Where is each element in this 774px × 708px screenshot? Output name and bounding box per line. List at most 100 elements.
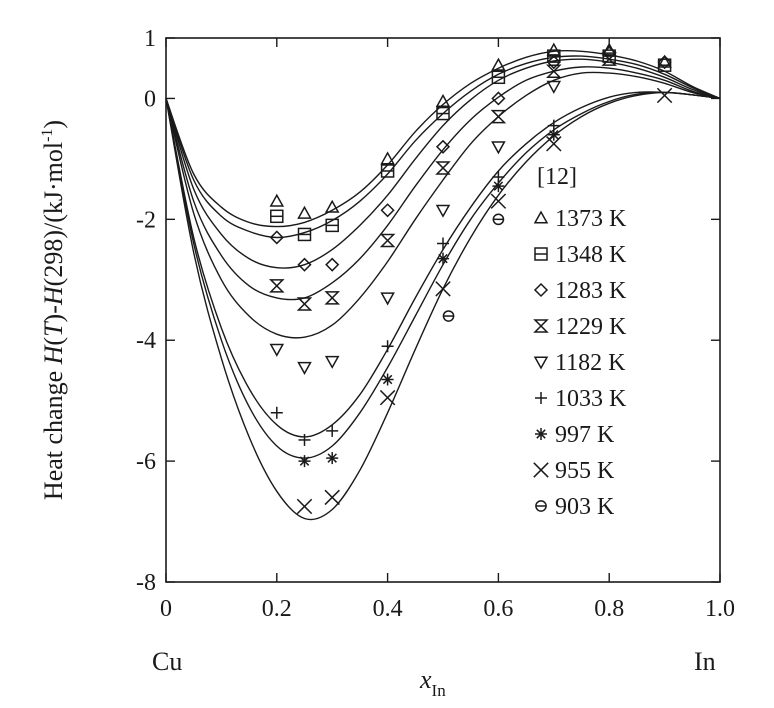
legend-marker-1373-k <box>533 210 549 224</box>
point-1229-k <box>545 64 562 78</box>
point-955-k <box>546 136 562 152</box>
x-axis-label-sub: In <box>432 681 447 700</box>
point-1229-k <box>268 279 285 293</box>
point-1229-k <box>379 233 396 248</box>
legend-marker-1182-k <box>533 356 549 370</box>
series-curves <box>165 50 721 521</box>
legend-entry: 1033 K <box>555 386 627 412</box>
point-1229-k <box>324 291 341 305</box>
point-1283-k <box>380 203 395 218</box>
point-1348-k <box>325 218 339 233</box>
point-1348-k <box>297 227 312 242</box>
point-955-k <box>324 489 340 506</box>
point-955-k <box>656 87 673 104</box>
x-tick-label: 1.0 <box>705 596 735 622</box>
point-1182-k <box>491 141 506 155</box>
point-1373-k <box>380 151 395 165</box>
x-tick-label: 0 <box>160 596 172 622</box>
curve-955-k <box>165 91 721 521</box>
legend-marker-1283-k <box>533 282 549 298</box>
point-1182-k <box>297 361 312 375</box>
y-axis-label-part: -1 <box>39 129 56 142</box>
curve-1182-k <box>165 71 721 339</box>
point-1033-k <box>326 424 339 437</box>
x-axis-label: xIn <box>419 665 446 700</box>
point-1283-k <box>546 55 561 70</box>
point-1348-k <box>380 164 395 178</box>
x-axis-label-main: x <box>419 665 432 694</box>
legend-marker-1229-k <box>533 319 549 333</box>
curve-1283-k <box>165 58 721 269</box>
x-end-label-in: In <box>694 647 716 676</box>
point-955-k <box>435 281 451 297</box>
point-1348-k <box>491 70 506 85</box>
point-1033-k <box>298 433 311 446</box>
point-1182-k <box>546 80 562 94</box>
x-tick-label: 0.4 <box>373 596 403 622</box>
x-tick-label: 0.8 <box>594 596 624 622</box>
point-997-k <box>492 180 505 193</box>
legend-marker-1348-k <box>534 247 548 261</box>
legend-marker-955-k <box>533 462 549 478</box>
y-axis-label-part: H <box>39 285 68 306</box>
point-955-k <box>490 193 507 209</box>
legend-title: [12] <box>537 164 577 190</box>
point-1283-k <box>435 139 451 154</box>
point-1373-k <box>435 93 451 108</box>
legend-entry: 1373 K <box>555 206 627 232</box>
plot-frame <box>165 37 721 583</box>
point-955-k <box>379 389 396 406</box>
y-axis-label-part: Heat change <box>39 364 68 500</box>
point-955-k <box>296 498 313 515</box>
point-1033-k <box>437 237 449 250</box>
x-tick-label: 0.2 <box>262 596 292 622</box>
y-tick-label: -4 <box>136 328 156 354</box>
y-axis-label-part: (298)/(kJ·mol <box>39 142 68 286</box>
point-1373-k <box>324 199 340 213</box>
y-tick-label: 0 <box>144 86 156 112</box>
point-1033-k <box>270 406 283 419</box>
point-1229-k <box>601 52 618 66</box>
point-1348-k <box>270 209 284 224</box>
curve-1348-k <box>165 55 721 239</box>
legend-entry: 903 K <box>555 494 615 520</box>
legend-entry: 1348 K <box>555 242 627 268</box>
curve-1033-k <box>165 91 721 438</box>
x-end-label-cu: Cu <box>152 647 182 676</box>
point-997-k <box>326 452 339 465</box>
point-1182-k <box>435 204 451 218</box>
point-1373-k <box>269 193 285 207</box>
point-997-k <box>547 128 560 141</box>
point-1283-k <box>325 257 340 272</box>
point-1229-k <box>435 161 451 175</box>
legend-entry: 997 K <box>555 422 615 448</box>
point-1229-k <box>296 297 313 311</box>
point-997-k <box>437 252 449 265</box>
legend-marker-903-k <box>535 500 547 512</box>
legend-entry: 1182 K <box>555 350 626 376</box>
legend: [12] 1373 K 1348 K 1283 K 1229 K 1182 K 1033 … <box>533 164 627 520</box>
point-1373-k <box>297 205 312 219</box>
point-1033-k <box>381 340 394 353</box>
point-997-k <box>381 373 394 386</box>
legend-marker-997-k <box>535 428 547 440</box>
legend-entry: 1229 K <box>555 314 627 340</box>
curve-1373-k <box>165 50 721 228</box>
x-tick-label: 0.6 <box>483 596 513 622</box>
point-1182-k <box>324 355 340 369</box>
y-tick-label: 1 <box>144 26 156 52</box>
point-1348-k <box>436 106 450 121</box>
y-axis-label: Heat change H(T)-H(298)/(kJ·mol-1) <box>39 120 68 500</box>
y-axis-label-part: ( <box>39 337 68 346</box>
point-1373-k <box>657 54 672 68</box>
y-axis-label-part: H <box>39 344 68 365</box>
legend-marker-1033-k <box>535 392 547 404</box>
legend-entry: 1283 K <box>555 278 627 304</box>
point-997-k <box>298 455 311 468</box>
x-tick-labels: 0 0.2 0.4 0.6 0.8 1.0 <box>160 596 735 622</box>
y-tick-labels: -8 -6 -4 -2 0 1 <box>136 26 156 596</box>
y-axis-label-part: )- <box>39 305 68 322</box>
legend-entry: 955 K <box>555 458 615 484</box>
point-1283-k <box>297 257 312 272</box>
